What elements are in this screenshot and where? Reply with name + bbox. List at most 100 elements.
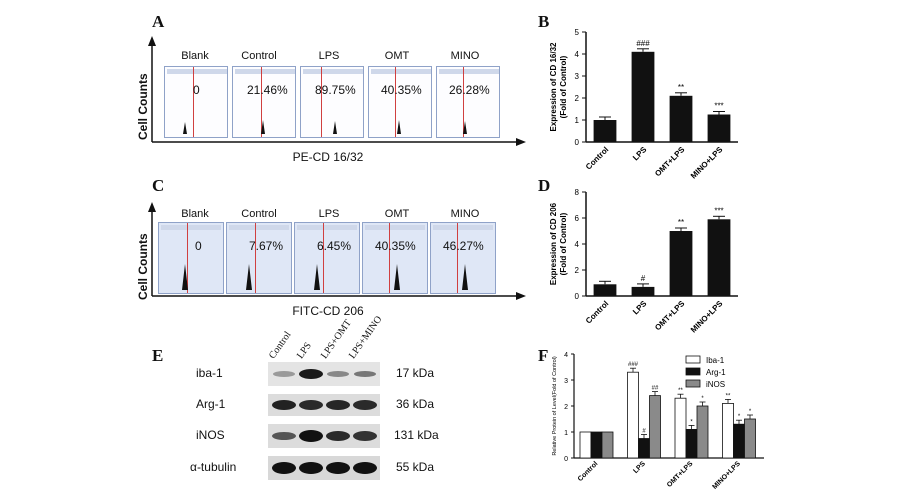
bar bbox=[593, 284, 617, 296]
y-tick-label: 1 bbox=[575, 116, 580, 125]
bar bbox=[696, 405, 709, 459]
flow-a-hist-control: 21.46% bbox=[232, 66, 296, 138]
x-tick-label: MINO+LPS bbox=[689, 299, 725, 335]
blot-image bbox=[268, 362, 380, 480]
y-tick-label: 2 bbox=[575, 94, 580, 103]
bar bbox=[593, 120, 617, 142]
flow-c-axes bbox=[148, 202, 526, 300]
x-tick-label: LPS bbox=[631, 299, 649, 317]
blot-label-tubulin: α-tubulin bbox=[190, 460, 237, 474]
bar bbox=[669, 95, 693, 142]
significance-mark: * bbox=[749, 409, 752, 415]
x-tick-label: LPS bbox=[631, 145, 649, 163]
bar bbox=[638, 438, 650, 459]
legend-label: Arg-1 bbox=[706, 368, 726, 377]
flow-a-hist-blank: 0 bbox=[164, 66, 228, 138]
y-axis-label: Relative Protein of Level(Fold of Contro… bbox=[552, 356, 558, 456]
blot-label-iba1: iba-1 bbox=[196, 366, 223, 380]
x-tick-label: OMT+LPS bbox=[653, 299, 687, 333]
y-tick-label: 2 bbox=[575, 266, 580, 275]
y-axis-label: Expression of CD 16/32 bbox=[549, 42, 558, 131]
significance-mark: ** bbox=[678, 218, 684, 227]
x-tick-label: Control bbox=[584, 299, 610, 325]
bar bbox=[627, 371, 639, 459]
y-tick-label: 3 bbox=[575, 72, 580, 81]
x-tick-label: OMT+LPS bbox=[666, 460, 695, 489]
flow-a-hist-mino: 26.28% bbox=[436, 66, 500, 138]
x-tick-label: MINO+LPS bbox=[689, 145, 725, 181]
flow-a-pct-blank: 0 bbox=[193, 83, 200, 97]
flow-c-pct-control: 7.67% bbox=[249, 239, 284, 253]
flow-c-y-title: Cell Counts bbox=[136, 233, 150, 300]
y-tick-label: 6 bbox=[575, 214, 580, 223]
flow-a-pct-lps: 89.75% bbox=[315, 83, 356, 97]
flow-a-y-title: Cell Counts bbox=[136, 73, 150, 140]
y-tick-label: 4 bbox=[564, 352, 568, 359]
blot-label-arg1: Arg-1 bbox=[196, 397, 226, 411]
flow-a-x-title: PE-CD 16/32 bbox=[292, 150, 364, 164]
flow-a-pct-mino: 26.28% bbox=[449, 83, 490, 97]
flow-c-label-mino: MINO bbox=[450, 208, 480, 220]
significance-mark: * bbox=[690, 419, 693, 425]
flow-c-label-blank: Blank bbox=[181, 208, 209, 220]
flow-c-x-title: FITC-CD 206 bbox=[292, 304, 364, 318]
panel-letter-d: D bbox=[538, 176, 551, 195]
flow-a-label-mino: MINO bbox=[450, 50, 480, 62]
y-axis-label: (Fold of Control) bbox=[559, 212, 568, 275]
significance-mark: ### bbox=[628, 362, 639, 368]
flow-c-label-omt: OMT bbox=[384, 208, 410, 220]
y-tick-label: 4 bbox=[575, 240, 580, 249]
bar bbox=[685, 429, 698, 459]
panel-letter-a: A bbox=[152, 12, 165, 31]
y-tick-label: 0 bbox=[564, 456, 568, 463]
significance-mark: *** bbox=[714, 206, 723, 215]
y-tick-label: 5 bbox=[575, 28, 580, 37]
significance-mark: # bbox=[642, 429, 646, 435]
flow-c-hist-control: 7.67% bbox=[226, 222, 292, 294]
flow-a-pct-omt: 40.35% bbox=[381, 83, 422, 97]
bar bbox=[707, 114, 731, 142]
significance-mark: ** bbox=[678, 83, 684, 92]
blot-lane-lps-mino: LPS+MINO bbox=[346, 314, 385, 361]
flow-c-pct-lps: 6.45% bbox=[317, 239, 352, 253]
flow-c-hist-omt: 40.35% bbox=[362, 222, 428, 294]
bar bbox=[601, 431, 614, 459]
significance-mark: ## bbox=[652, 386, 659, 392]
blot-lane-control: Control bbox=[266, 329, 294, 361]
flow-c-label-lps: LPS bbox=[318, 208, 340, 220]
bar bbox=[579, 431, 592, 459]
bar bbox=[649, 395, 661, 459]
significance-mark: * bbox=[701, 396, 704, 402]
bar-chart-b: 0 1 2 3 4 5 Expression of CD 16/32 (Fold of Con… bbox=[549, 28, 738, 181]
y-tick-label: 4 bbox=[575, 50, 580, 59]
panel-letter-f: F bbox=[538, 346, 549, 365]
legend-label: Iba-1 bbox=[706, 356, 725, 365]
flow-c-pct-omt: 40.35% bbox=[375, 239, 416, 253]
flow-c-label-control: Control bbox=[241, 208, 277, 220]
flow-c-hist-lps: 6.45% bbox=[294, 222, 360, 294]
y-tick-label: 0 bbox=[575, 292, 580, 301]
significance-mark: ** bbox=[726, 393, 731, 399]
x-tick-label: Control bbox=[577, 460, 600, 483]
legend-swatch bbox=[685, 355, 701, 364]
flow-c-pct-blank: 0 bbox=[195, 239, 202, 253]
y-tick-label: 2 bbox=[564, 404, 568, 411]
x-tick-label: MINO+LPS bbox=[712, 460, 743, 491]
bar-chart-f: 0 1 2 3 4 Relative Protein of Level(Fold of C… bbox=[552, 352, 764, 491]
bar bbox=[722, 403, 734, 459]
flow-a-label-lps: LPS bbox=[318, 50, 340, 62]
flow-a-label-blank: Blank bbox=[181, 50, 209, 62]
flow-a-axes bbox=[148, 36, 526, 146]
bar bbox=[707, 219, 731, 296]
x-tick-label: Control bbox=[584, 145, 610, 171]
legend-swatch bbox=[685, 379, 701, 388]
blot-kda-arg1: 36 kDa bbox=[396, 397, 435, 411]
panel-letter-b: B bbox=[538, 12, 550, 31]
significance-mark: * bbox=[738, 414, 741, 420]
significance-mark: # bbox=[641, 274, 646, 283]
bar bbox=[669, 231, 693, 296]
flow-a-pct-control: 21.46% bbox=[247, 83, 288, 97]
significance-mark: *** bbox=[714, 102, 723, 111]
panel-letter-c: C bbox=[152, 176, 165, 195]
y-axis-label: Expression of CD 206 bbox=[549, 202, 558, 285]
